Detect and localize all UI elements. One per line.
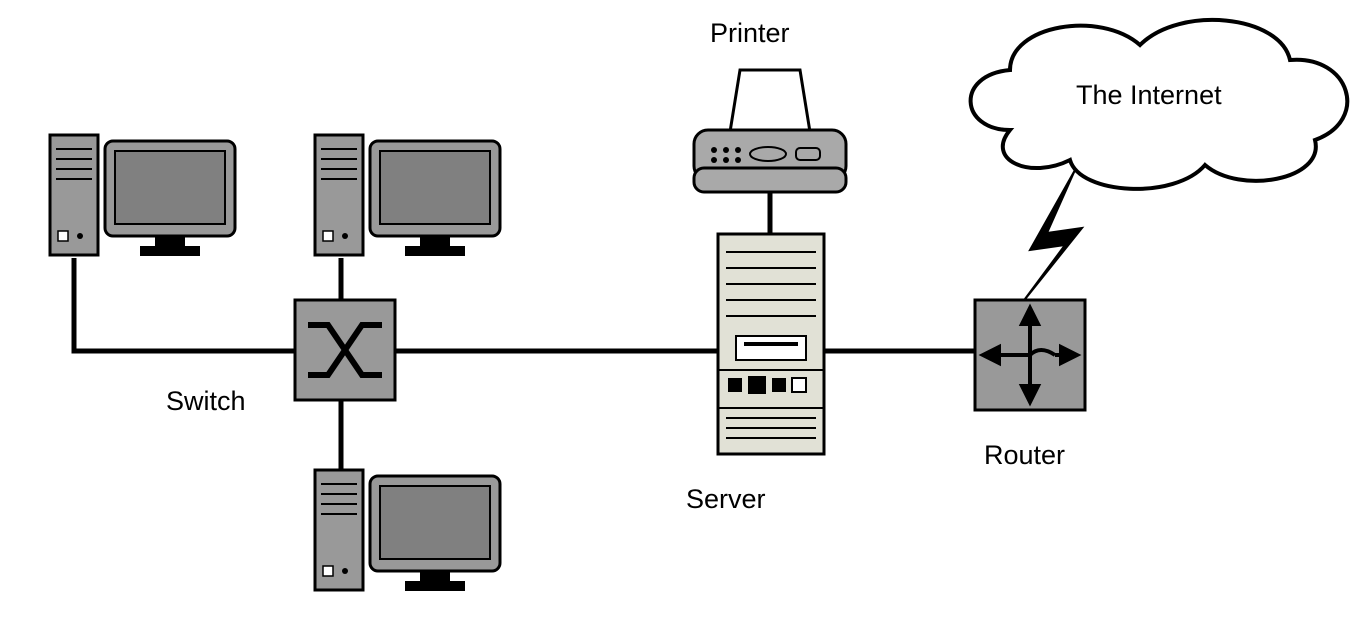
workstation-2 [315, 135, 500, 256]
edge-ws1-switch [74, 258, 295, 351]
router-label: Router [984, 440, 1065, 471]
server-label: Server [686, 484, 766, 515]
switch-node [295, 300, 395, 400]
router-node [975, 300, 1085, 410]
workstation-1 [50, 135, 235, 256]
switch-label: Switch [166, 386, 246, 417]
workstation-3 [315, 470, 500, 591]
printer-label: Printer [710, 18, 790, 49]
server-node [718, 234, 824, 454]
internet-label: The Internet [1076, 80, 1222, 111]
printer-node [694, 70, 846, 192]
edge-router-internet-lightning [1022, 170, 1082, 303]
